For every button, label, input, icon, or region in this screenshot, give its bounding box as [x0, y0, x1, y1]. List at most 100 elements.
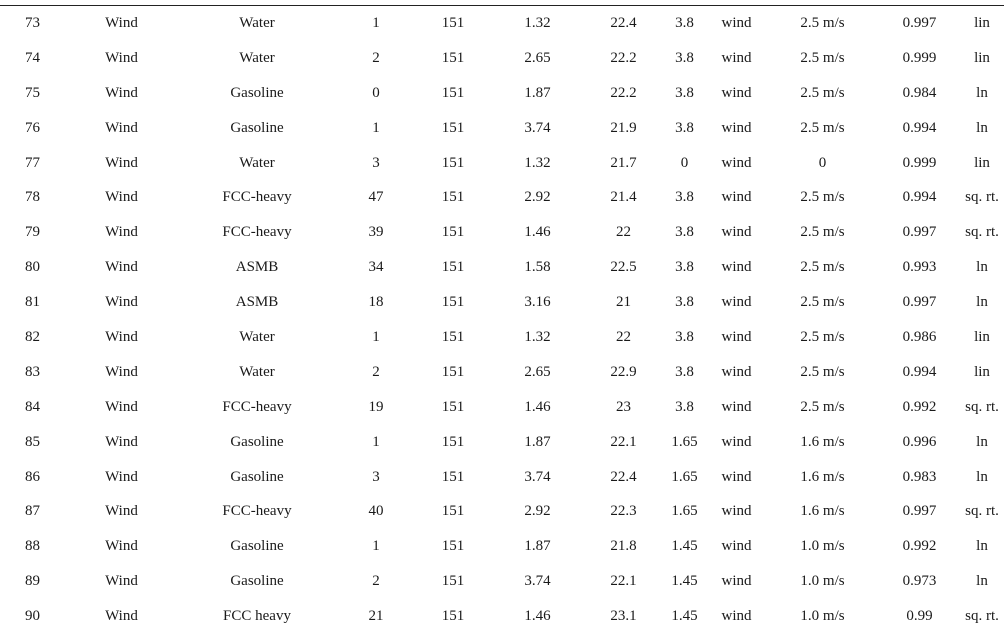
speed-cell: 1.45 — [671, 538, 698, 555]
temperature-cell: 22.1 — [610, 433, 637, 450]
table-row: 76 Wind Gasoline 1 151 3.74 21.9 3.8 wind 2.5 m/s… — [0, 111, 1004, 146]
wind-speed-cell: 2.5 m/s — [800, 119, 845, 136]
temperature-cell: 22.9 — [610, 363, 637, 380]
count-cell: 1 — [372, 328, 380, 345]
fluid-cell: Gasoline — [230, 538, 284, 555]
value-151-cell: 151 — [441, 503, 465, 520]
wind-speed-cell: 1.0 m/s — [800, 608, 845, 625]
wind-speed-cell: 1.6 m/s — [800, 503, 845, 520]
r-squared-cell: 0.997 — [902, 224, 937, 241]
test-number-cell: 78 — [25, 189, 40, 206]
fluid-cell: FCC heavy — [223, 608, 291, 625]
wind-speed-cell: 1.6 m/s — [800, 468, 845, 485]
fit-type-cell: lin — [974, 363, 990, 380]
condition-cell: wind — [721, 538, 752, 555]
source-cell: Wind — [105, 363, 138, 380]
table-row: 85 Wind Gasoline 1 151 1.87 22.1 1.65 wind 1.6 m/… — [0, 425, 1004, 460]
source-cell: Wind — [105, 503, 138, 520]
count-cell: 0 — [372, 84, 380, 101]
fluid-cell: FCC-heavy — [222, 503, 292, 520]
wind-speed-cell: 2.5 m/s — [800, 189, 845, 206]
speed-cell: 3.8 — [675, 119, 694, 136]
fluid-cell: Water — [239, 328, 275, 345]
temperature-cell: 22.1 — [610, 573, 637, 590]
source-cell: Wind — [105, 328, 138, 345]
table-row: 87 Wind FCC-heavy 40 151 2.92 22.3 1.65 wind 1.6 … — [0, 494, 1004, 529]
source-cell: Wind — [105, 119, 138, 136]
wind-speed-cell: 2.5 m/s — [800, 259, 845, 276]
source-cell: Wind — [105, 49, 138, 66]
fit-type-cell: sq. rt. — [965, 608, 999, 625]
fit-type-cell: lin — [974, 49, 990, 66]
ratio-cell: 1.46 — [524, 608, 551, 625]
temperature-cell: 21.9 — [610, 119, 637, 136]
ratio-cell: 2.65 — [524, 363, 551, 380]
value-151-cell: 151 — [441, 189, 465, 206]
speed-cell: 1.45 — [671, 573, 698, 590]
test-number-cell: 86 — [25, 468, 40, 485]
count-cell: 2 — [372, 573, 380, 590]
ratio-cell: 3.74 — [524, 468, 551, 485]
wind-speed-cell: 2.5 m/s — [800, 294, 845, 311]
temperature-cell: 23.1 — [610, 608, 637, 625]
fit-type-cell: ln — [976, 468, 988, 485]
value-151-cell: 151 — [441, 433, 465, 450]
test-number-cell: 79 — [25, 224, 40, 241]
source-cell: Wind — [105, 154, 138, 171]
source-cell: Wind — [105, 433, 138, 450]
condition-cell: wind — [721, 608, 752, 625]
table-row: 80 Wind ASMB 34 151 1.58 22.5 3.8 wind 2.5 m/s 0.9… — [0, 250, 1004, 285]
value-151-cell: 151 — [441, 119, 465, 136]
test-number-cell: 89 — [25, 573, 40, 590]
temperature-cell: 22 — [616, 328, 631, 345]
wind-speed-cell: 2.5 m/s — [800, 363, 845, 380]
speed-cell: 1.65 — [671, 503, 698, 520]
temperature-cell: 22.3 — [610, 503, 637, 520]
wind-speed-cell: 2.5 m/s — [800, 398, 845, 415]
fit-type-cell: sq. rt. — [965, 503, 999, 520]
count-cell: 2 — [372, 49, 380, 66]
condition-cell: wind — [721, 259, 752, 276]
wind-speed-cell: 2.5 m/s — [800, 328, 845, 345]
count-cell: 47 — [368, 189, 384, 206]
speed-cell: 3.8 — [675, 398, 694, 415]
speed-cell: 1.65 — [671, 468, 698, 485]
wind-speed-cell: 1.0 m/s — [800, 573, 845, 590]
ratio-cell: 1.87 — [524, 433, 551, 450]
speed-cell: 3.8 — [675, 49, 694, 66]
value-151-cell: 151 — [441, 14, 465, 31]
speed-cell: 0 — [680, 154, 689, 171]
test-number-cell: 88 — [25, 538, 40, 555]
test-number-cell: 77 — [25, 154, 40, 171]
ratio-cell: 3.74 — [524, 573, 551, 590]
source-cell: Wind — [105, 468, 138, 485]
fluid-cell: Water — [239, 363, 275, 380]
value-151-cell: 151 — [441, 224, 465, 241]
r-squared-cell: 0.984 — [902, 84, 937, 101]
value-151-cell: 151 — [441, 538, 465, 555]
r-squared-cell: 0.994 — [902, 189, 937, 206]
condition-cell: wind — [721, 84, 752, 101]
test-number-cell: 80 — [25, 259, 40, 276]
ratio-cell: 1.46 — [524, 224, 551, 241]
source-cell: Wind — [105, 538, 138, 555]
fluid-cell: FCC-heavy — [222, 189, 292, 206]
fit-type-cell: sq. rt. — [965, 224, 999, 241]
r-squared-cell: 0.994 — [902, 119, 937, 136]
fluid-cell: Gasoline — [230, 433, 284, 450]
fluid-cell: FCC-heavy — [222, 398, 292, 415]
table-row: 79 Wind FCC-heavy 39 151 1.46 22 3.8 wind 2.5 m/s… — [0, 215, 1004, 250]
value-151-cell: 151 — [441, 608, 465, 625]
test-number-cell: 76 — [25, 119, 40, 136]
fluid-cell: ASMB — [235, 259, 279, 276]
fit-type-cell: ln — [976, 119, 988, 136]
source-cell: Wind — [105, 189, 138, 206]
wind-speed-cell: 1.6 m/s — [800, 433, 845, 450]
fit-type-cell: ln — [976, 573, 988, 590]
source-cell: Wind — [105, 84, 138, 101]
fit-type-cell: sq. rt. — [965, 398, 999, 415]
source-cell: Wind — [105, 14, 138, 31]
speed-cell: 3.8 — [675, 84, 694, 101]
test-number-cell: 81 — [25, 294, 40, 311]
wind-speed-cell: 0 — [818, 154, 827, 171]
